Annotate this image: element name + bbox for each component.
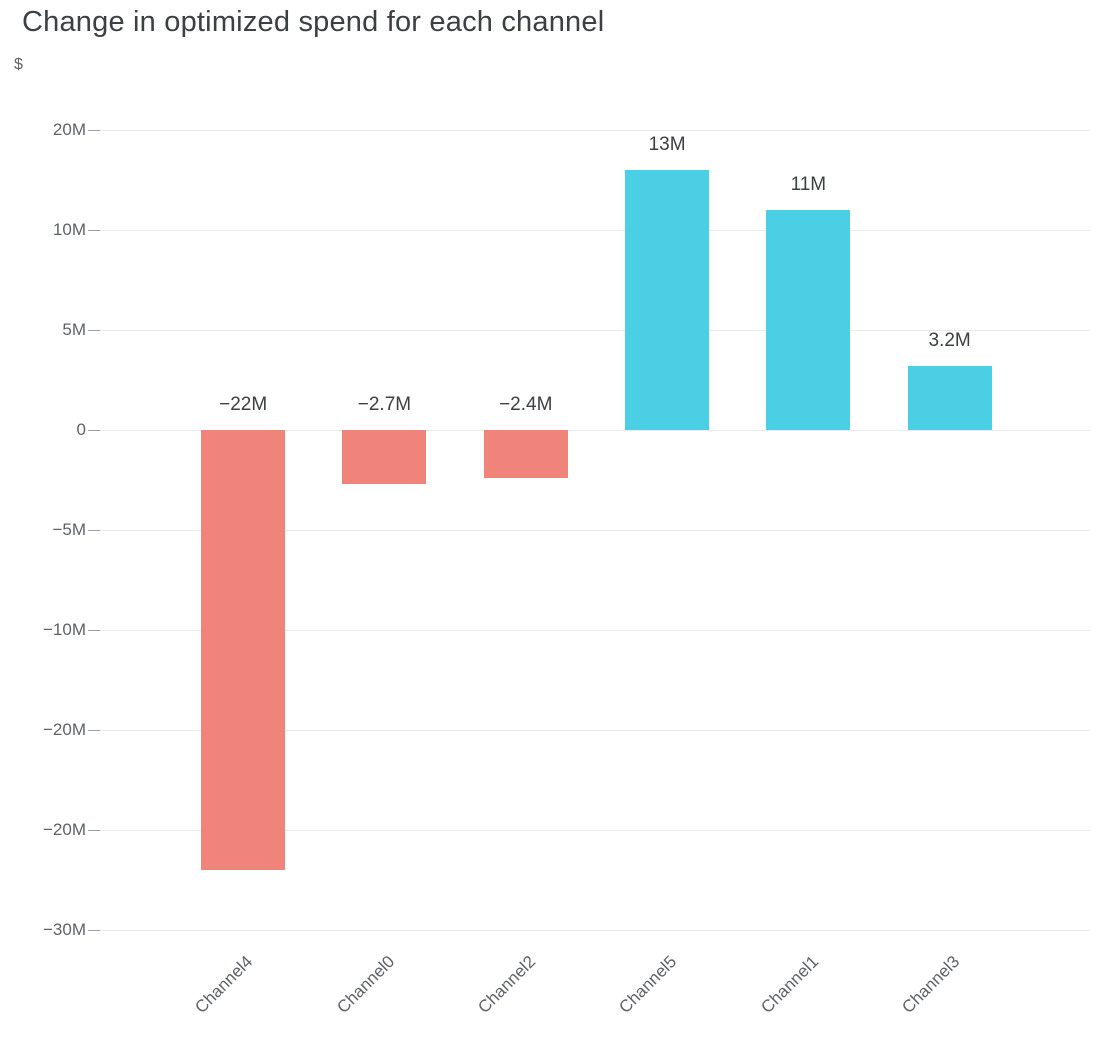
gridline [100,130,1090,131]
bar-value-label: −2.4M [499,394,553,415]
bar-value-label: 3.2M [928,330,971,351]
gridline [100,830,1090,831]
gridline [100,930,1090,931]
gridline [100,630,1090,631]
y-tick-label: −20M [43,720,86,739]
x-axis-label: Channel2 [474,952,540,1017]
y-tick-mark [88,530,100,531]
bar-channel5 [625,170,710,430]
y-tick-mark [88,130,100,131]
y-tick-label: −5M [52,520,86,539]
gridline [100,330,1090,331]
y-tick-mark [88,330,100,331]
y-tick-mark [88,430,100,431]
x-axis-label: Channel5 [615,952,681,1017]
y-tick-label: −20M [43,820,86,839]
y-tick-label: 10M [52,220,86,239]
y-tick-mark [88,730,100,731]
y-tick-mark [88,630,100,631]
y-tick-mark [88,930,100,931]
y-tick-label: −30M [43,920,86,939]
y-tick-mark [88,230,100,231]
chart-title: Change in optimized spend for each chann… [22,6,605,38]
bar-channel0 [342,430,427,484]
y-tick-label: 5M [62,320,86,339]
y-tick-label: −10M [43,620,86,639]
gridline [100,530,1090,531]
x-axis-label: Channel0 [332,952,398,1017]
gridline [100,730,1090,731]
bar-value-label: −2.7M [357,394,412,415]
gridline [100,230,1090,231]
x-axis-label: Channel4 [191,952,257,1017]
bar-channel2 [483,430,568,478]
x-axis-label: Channel1 [756,952,822,1017]
bar-channel3 [907,366,992,430]
x-axis-label: Channel3 [898,952,964,1017]
y-tick-mark [88,830,100,831]
bar-value-label: 13M [648,134,686,155]
bar-channel1 [766,210,851,430]
bar-channel4 [201,430,286,870]
gridline [100,430,1090,431]
y-tick-label: 0 [76,420,86,439]
bar-value-label: 11M [790,174,827,195]
y-tick-label: 20M [52,120,86,139]
y-axis-unit-label: $ [14,56,23,73]
bar-value-label: −22M [219,394,268,415]
